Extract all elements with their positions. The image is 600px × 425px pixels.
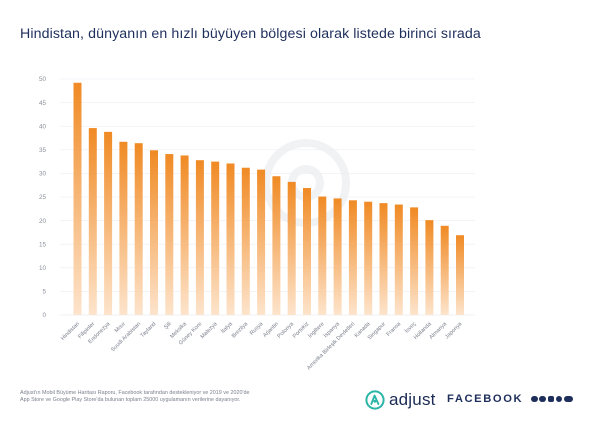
bar-14 <box>272 176 281 315</box>
adjust-logo-icon <box>365 390 385 410</box>
facebook-icon <box>531 395 538 403</box>
instagram-icon <box>547 395 555 403</box>
bar-17 <box>318 196 327 315</box>
bar-21 <box>379 203 388 315</box>
facebook-wordmark: FACEBOOK <box>447 393 524 405</box>
y-tick-label: 15 <box>39 241 47 248</box>
page-title: Hindistan, dünyanın en hızlı büyüyen böl… <box>20 26 481 42</box>
grid-lines <box>60 78 475 316</box>
bar-2 <box>88 128 97 315</box>
bar-7 <box>165 154 174 315</box>
oculus-icon <box>564 395 574 403</box>
y-tick-label: 30 <box>39 171 47 178</box>
bar-1 <box>73 82 82 315</box>
bar-24 <box>425 220 434 315</box>
bar-16 <box>303 188 311 315</box>
bar-19 <box>348 200 357 315</box>
bar-8 <box>180 155 189 315</box>
facebook-logo: FACEBOOK <box>447 393 574 405</box>
bar-12 <box>241 167 250 315</box>
bar-20 <box>364 201 373 315</box>
bar-4 <box>119 141 128 315</box>
x-tick-label: İngiltere <box>307 320 326 339</box>
y-tick-label: 5 <box>42 289 46 296</box>
footnote-line-2: App Store ve Google Play Store'da buluna… <box>20 397 241 403</box>
bar-3 <box>104 131 113 315</box>
adjust-logo: adjust <box>365 389 436 411</box>
x-tick-label: Brezilya <box>231 321 250 340</box>
footnote: Adjust'ın Mobil Büyüme Haritası Raporu, … <box>20 390 310 404</box>
adjust-wordmark: adjust <box>389 390 436 409</box>
bar-10 <box>211 161 220 315</box>
y-tick-label: 50 <box>39 76 47 83</box>
bar-26 <box>456 235 464 315</box>
bar-5 <box>134 143 143 315</box>
y-tick-label: 45 <box>39 100 47 107</box>
bar-13 <box>257 169 266 315</box>
bar-22 <box>394 204 403 315</box>
x-tick-label: Malezya <box>200 321 220 341</box>
bar-6 <box>150 150 158 315</box>
bar-23 <box>410 207 419 315</box>
y-axis-ticks: 0 5 10 15 20 25 30 35 40 45 50 <box>39 76 47 319</box>
y-tick-label: 0 <box>42 312 46 319</box>
bar-11 <box>226 163 235 315</box>
x-tick-label: Fransa <box>386 321 403 338</box>
messenger-icon <box>539 395 546 403</box>
x-tick-label: Japonya <box>444 321 464 341</box>
social-icons <box>529 395 574 403</box>
y-tick-label: 35 <box>39 147 47 154</box>
y-tick-label: 10 <box>39 265 47 272</box>
x-tick-label: Şili <box>163 321 173 331</box>
y-tick-label: 25 <box>39 194 47 201</box>
whatsapp-icon <box>555 395 563 403</box>
y-tick-label: 20 <box>39 218 47 225</box>
bar-18 <box>333 198 342 315</box>
x-tick-label: Hindistan <box>60 321 81 342</box>
footnote-line-1: Adjust'ın Mobil Büyüme Haritası Raporu, … <box>20 390 250 396</box>
bar-9 <box>195 160 204 315</box>
x-tick-label: İsveç <box>403 320 417 334</box>
x-tick-label: Mısır <box>114 321 127 334</box>
y-tick-label: 40 <box>39 123 47 130</box>
bar-15 <box>287 181 296 315</box>
bars <box>73 82 464 315</box>
x-tick-label: Tayland <box>140 321 158 339</box>
bar-25 <box>440 225 449 315</box>
